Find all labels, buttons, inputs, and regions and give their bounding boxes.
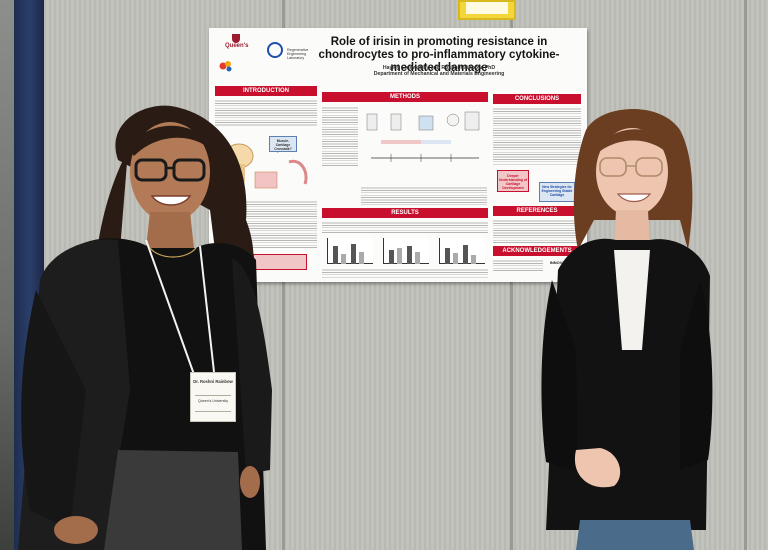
- department-line: Department of Mechanical and Materials E…: [373, 71, 505, 77]
- introduction-text: [215, 99, 317, 127]
- methods-header: METHODS: [322, 92, 488, 102]
- acknowledgements-header: ACKNOWLEDGEMENTS: [493, 246, 581, 256]
- chart-bar: [407, 246, 412, 264]
- results-caption: [322, 268, 488, 278]
- chart-bar: [389, 250, 394, 264]
- conclusions-header: CONCLUSIONS: [493, 94, 581, 104]
- crosstalk-label: Muscle-Cartilage Crosstalk?: [274, 139, 292, 151]
- chart-bar: [351, 244, 356, 264]
- chart-bar: [463, 245, 468, 264]
- chart-bar: [397, 248, 402, 264]
- health-logo-icon: [219, 61, 232, 72]
- conclusions-text: [493, 107, 581, 165]
- methods-diagram: [366, 111, 480, 162]
- chart-bar: [341, 254, 346, 264]
- references-header: REFERENCES: [493, 206, 581, 216]
- badge-name: Dr. Roshni Rainbow: [193, 379, 233, 384]
- references-text: [493, 219, 581, 243]
- chart-bar: [333, 246, 338, 264]
- lab-logo-text: Regenerative Engineering Laboratory: [287, 48, 309, 60]
- methods-text: [322, 106, 358, 166]
- introduction-header: INTRODUCTION: [215, 86, 317, 96]
- research-poster: Queen's Regenerative Engineering Laborat…: [209, 28, 587, 282]
- person-left: [18, 105, 272, 550]
- name-badge: Dr. Roshni Rainbow Queen's University: [190, 372, 236, 422]
- acknowledgements-text: [493, 259, 543, 271]
- chart-bar: [445, 248, 450, 264]
- authors-line: Hayley Galsworthy and Roshni Rainbow, Ph…: [382, 65, 496, 71]
- chart-bar: [453, 253, 458, 264]
- results-chart-b: [383, 238, 429, 264]
- methods-caption: [361, 186, 487, 206]
- conclusion-box-1-label: Deeper Understanding of Cartilage Develo…: [498, 174, 528, 190]
- conclusion-box-1: Deeper Understanding of Cartilage Develo…: [497, 170, 529, 192]
- results-header: RESULTS: [322, 208, 488, 218]
- person-right: [541, 108, 713, 550]
- university-crest-icon: [232, 34, 240, 43]
- crosstalk-box: Muscle-Cartilage Crosstalk?: [269, 136, 297, 152]
- results-chart-c: [439, 238, 485, 264]
- poster-title: Role of irisin in promoting resistance i…: [318, 36, 560, 74]
- lab-logo-icon: [267, 42, 283, 58]
- conclusion-box-2-label: New Strategies for Engineering Stable Ca…: [541, 185, 573, 197]
- university-logo-text: Queen's: [225, 43, 249, 49]
- poster-authors: Hayley Galsworthy and Roshni Rainbow, Ph…: [304, 65, 574, 77]
- board-seam: [744, 0, 747, 550]
- badge-subtitle: Queen's University: [197, 399, 229, 403]
- results-text: [322, 221, 488, 233]
- chart-bar: [359, 252, 364, 264]
- results-chart-a: [327, 238, 373, 264]
- chart-bar: [471, 255, 476, 264]
- sponsor-logo: INNOVATION: [549, 260, 575, 265]
- sticky-note: [458, 0, 516, 20]
- chart-bar: [415, 252, 420, 264]
